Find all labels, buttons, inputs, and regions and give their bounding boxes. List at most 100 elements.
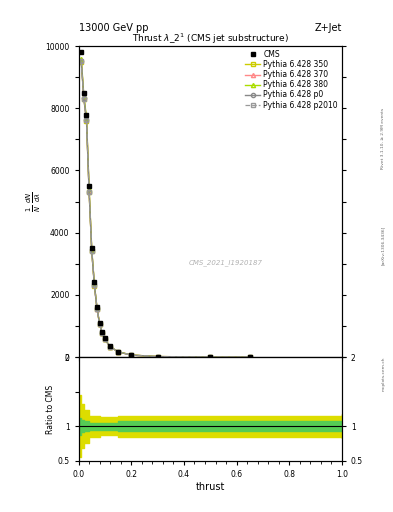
- Pythia 6.428 p2010: [248, 354, 252, 360]
- CMS: [84, 112, 89, 118]
- CMS: [87, 183, 92, 189]
- Pythia 6.428 350: [116, 349, 120, 355]
- Y-axis label: Ratio to CMS: Ratio to CMS: [46, 385, 55, 434]
- Pythia 6.428 p2010: [116, 349, 120, 355]
- Pythia 6.428 p2010: [92, 282, 97, 288]
- Pythia 6.428 380: [248, 354, 252, 360]
- Pythia 6.428 370: [108, 344, 112, 350]
- Pythia 6.428 370: [81, 94, 86, 100]
- CMS: [92, 280, 97, 286]
- CMS: [248, 354, 252, 360]
- Pythia 6.428 350: [103, 336, 107, 343]
- Line: Pythia 6.428 p0: Pythia 6.428 p0: [79, 59, 252, 359]
- X-axis label: thrust: thrust: [196, 482, 225, 492]
- Pythia 6.428 p2010: [79, 58, 84, 65]
- Text: CMS_2021_I1920187: CMS_2021_I1920187: [189, 259, 263, 266]
- Pythia 6.428 370: [103, 336, 107, 343]
- Pythia 6.428 370: [95, 306, 99, 312]
- Pythia 6.428 380: [116, 349, 120, 355]
- Pythia 6.428 p2010: [81, 96, 86, 102]
- Pythia 6.428 350: [90, 248, 94, 254]
- Pythia 6.428 380: [81, 93, 86, 99]
- Line: Pythia 6.428 p2010: Pythia 6.428 p2010: [79, 59, 252, 359]
- Pythia 6.428 380: [90, 247, 94, 253]
- Pythia 6.428 380: [87, 186, 92, 192]
- Text: 13000 GeV pp: 13000 GeV pp: [79, 23, 148, 33]
- Line: CMS: CMS: [79, 50, 252, 359]
- Pythia 6.428 p2010: [95, 306, 99, 312]
- CMS: [103, 335, 107, 342]
- Pythia 6.428 p2010: [84, 117, 89, 123]
- CMS: [108, 343, 112, 349]
- CMS: [90, 245, 94, 251]
- CMS: [100, 329, 105, 335]
- Pythia 6.428 350: [129, 352, 134, 358]
- Pythia 6.428 380: [92, 281, 97, 287]
- Text: Z+Jet: Z+Jet: [314, 23, 342, 33]
- Pythia 6.428 380: [97, 321, 102, 327]
- Pythia 6.428 p2010: [208, 354, 213, 360]
- Pythia 6.428 350: [84, 118, 89, 124]
- Pythia 6.428 350: [248, 354, 252, 360]
- Pythia 6.428 350: [87, 189, 92, 196]
- Pythia 6.428 p0: [81, 95, 86, 101]
- CMS: [79, 49, 84, 55]
- Pythia 6.428 370: [208, 354, 213, 360]
- Title: Thrust $\lambda\_2^1$ (CMS jet substructure): Thrust $\lambda\_2^1$ (CMS jet substruct…: [132, 32, 289, 46]
- Pythia 6.428 380: [155, 353, 160, 359]
- Pythia 6.428 350: [208, 354, 213, 360]
- CMS: [95, 304, 99, 310]
- Pythia 6.428 370: [155, 353, 160, 359]
- Pythia 6.428 370: [248, 354, 252, 360]
- CMS: [208, 354, 213, 360]
- Pythia 6.428 370: [100, 330, 105, 336]
- Pythia 6.428 370: [84, 116, 89, 122]
- CMS: [81, 90, 86, 96]
- Pythia 6.428 p0: [248, 354, 252, 360]
- Pythia 6.428 p2010: [129, 352, 134, 358]
- Pythia 6.428 p0: [87, 188, 92, 195]
- Pythia 6.428 p2010: [103, 336, 107, 343]
- Pythia 6.428 350: [81, 96, 86, 102]
- Pythia 6.428 370: [92, 282, 97, 288]
- Pythia 6.428 p0: [108, 344, 112, 350]
- Pythia 6.428 p0: [79, 58, 84, 64]
- Pythia 6.428 380: [103, 336, 107, 342]
- CMS: [97, 320, 102, 326]
- Pythia 6.428 p2010: [90, 248, 94, 254]
- Pythia 6.428 380: [129, 352, 134, 358]
- Pythia 6.428 380: [79, 55, 84, 61]
- Pythia 6.428 p0: [84, 117, 89, 123]
- Pythia 6.428 370: [87, 187, 92, 194]
- Pythia 6.428 350: [79, 58, 84, 65]
- Pythia 6.428 p2010: [87, 189, 92, 195]
- Pythia 6.428 350: [100, 330, 105, 336]
- Pythia 6.428 p0: [97, 321, 102, 327]
- Line: Pythia 6.428 370: Pythia 6.428 370: [79, 58, 252, 359]
- Pythia 6.428 350: [108, 344, 112, 350]
- Pythia 6.428 p2010: [97, 322, 102, 328]
- Pythia 6.428 p0: [208, 354, 213, 360]
- Text: Rivet 3.1.10, ≥ 2.9M events: Rivet 3.1.10, ≥ 2.9M events: [381, 108, 385, 169]
- Text: [arXiv:1306.3436]: [arXiv:1306.3436]: [381, 226, 385, 265]
- Pythia 6.428 380: [95, 305, 99, 311]
- Pythia 6.428 350: [155, 353, 160, 359]
- Pythia 6.428 p0: [103, 336, 107, 343]
- Pythia 6.428 350: [92, 283, 97, 289]
- Line: Pythia 6.428 380: Pythia 6.428 380: [79, 56, 252, 359]
- Pythia 6.428 p2010: [155, 353, 160, 359]
- Pythia 6.428 p2010: [108, 344, 112, 350]
- Pythia 6.428 p2010: [100, 330, 105, 336]
- CMS: [155, 353, 160, 359]
- Legend: CMS, Pythia 6.428 350, Pythia 6.428 370, Pythia 6.428 380, Pythia 6.428 p0, Pyth: CMS, Pythia 6.428 350, Pythia 6.428 370,…: [244, 48, 340, 111]
- Pythia 6.428 370: [129, 352, 134, 358]
- Y-axis label: $\frac{1}{N}$ $\frac{dN}{d\lambda}$: $\frac{1}{N}$ $\frac{dN}{d\lambda}$: [24, 191, 42, 212]
- Pythia 6.428 370: [116, 349, 120, 355]
- Pythia 6.428 p0: [100, 330, 105, 336]
- Pythia 6.428 380: [100, 330, 105, 336]
- Pythia 6.428 370: [79, 57, 84, 63]
- Text: mcplots.cern.ch: mcplots.cern.ch: [381, 356, 385, 391]
- Pythia 6.428 p0: [155, 353, 160, 359]
- Pythia 6.428 p0: [116, 349, 120, 355]
- Line: Pythia 6.428 350: Pythia 6.428 350: [79, 59, 252, 359]
